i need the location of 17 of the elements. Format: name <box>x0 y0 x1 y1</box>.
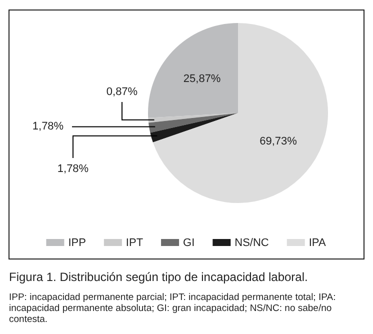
legend-label: NS/NC <box>234 236 269 249</box>
legend-label: IPA <box>308 236 326 249</box>
data-label: 1,78% <box>32 120 64 133</box>
legend-label: IPP <box>68 236 86 249</box>
pie-slice <box>148 113 238 123</box>
pie-slice <box>148 23 238 118</box>
pie-slice <box>148 113 238 133</box>
legend-label: IPT <box>126 236 144 249</box>
pie-slice <box>152 23 328 203</box>
legend-label: GI <box>183 236 195 249</box>
text: Figura 1. Distribución según tipo de incapacidad laboral. <box>9 270 308 284</box>
data-label: 25,87% <box>183 72 221 85</box>
text: IPP: incapacidad permanente parcial; IPT: incapacidad permanente total; IPA: incapacidad permanente absoluta; GI: gran incapacidad; NS/NC: no sabe/no contesta. <box>9 292 336 325</box>
data-label: 1,78% <box>57 162 89 175</box>
data-label: 69,73% <box>260 136 298 148</box>
pie-slice <box>150 113 238 142</box>
data-label: 0,87% <box>106 86 138 98</box>
